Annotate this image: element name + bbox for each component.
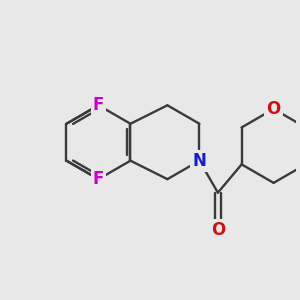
Text: O: O [211, 220, 225, 238]
Text: O: O [266, 100, 281, 118]
Text: F: F [93, 170, 104, 188]
Text: F: F [93, 96, 104, 114]
Text: N: N [193, 152, 206, 170]
